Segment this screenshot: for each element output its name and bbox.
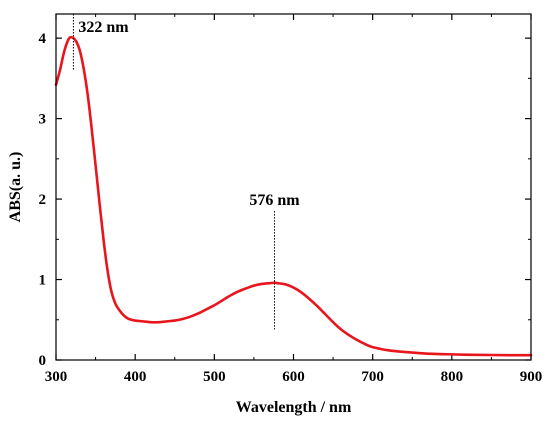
x-tick-label: 300 [45, 369, 68, 385]
plot-frame [55, 13, 532, 361]
x-tick-label: 600 [282, 369, 305, 385]
peak-label: 576 nm [249, 192, 300, 209]
x-tick-labels: 300 400 500 600 700 800 900 [45, 369, 543, 385]
x-tick-label: 900 [520, 369, 543, 385]
x-tick-label: 700 [361, 369, 384, 385]
y-tick-label: 4 [39, 31, 47, 47]
y-tick-labels: 0 1 2 3 4 [39, 31, 47, 369]
y-axis-title: ABS(a. u.) [7, 152, 24, 223]
x-tick-label: 500 [203, 369, 226, 385]
y-tick-label: 0 [39, 353, 47, 369]
x-axis-title: Wavelength / nm [236, 399, 352, 416]
peak-annotations: 322 nm 576 nm [72, 14, 300, 330]
x-tick-label: 400 [124, 369, 147, 385]
peak-label: 322 nm [78, 19, 129, 36]
y-tick-label: 2 [39, 192, 47, 208]
y-tick-label: 3 [39, 112, 47, 128]
x-tick-label: 800 [441, 369, 464, 385]
y-tick-label: 1 [39, 273, 47, 289]
series-layer [54, 35, 533, 357]
absorbance-series-line [54, 35, 533, 357]
axis-ticks [55, 14, 532, 361]
